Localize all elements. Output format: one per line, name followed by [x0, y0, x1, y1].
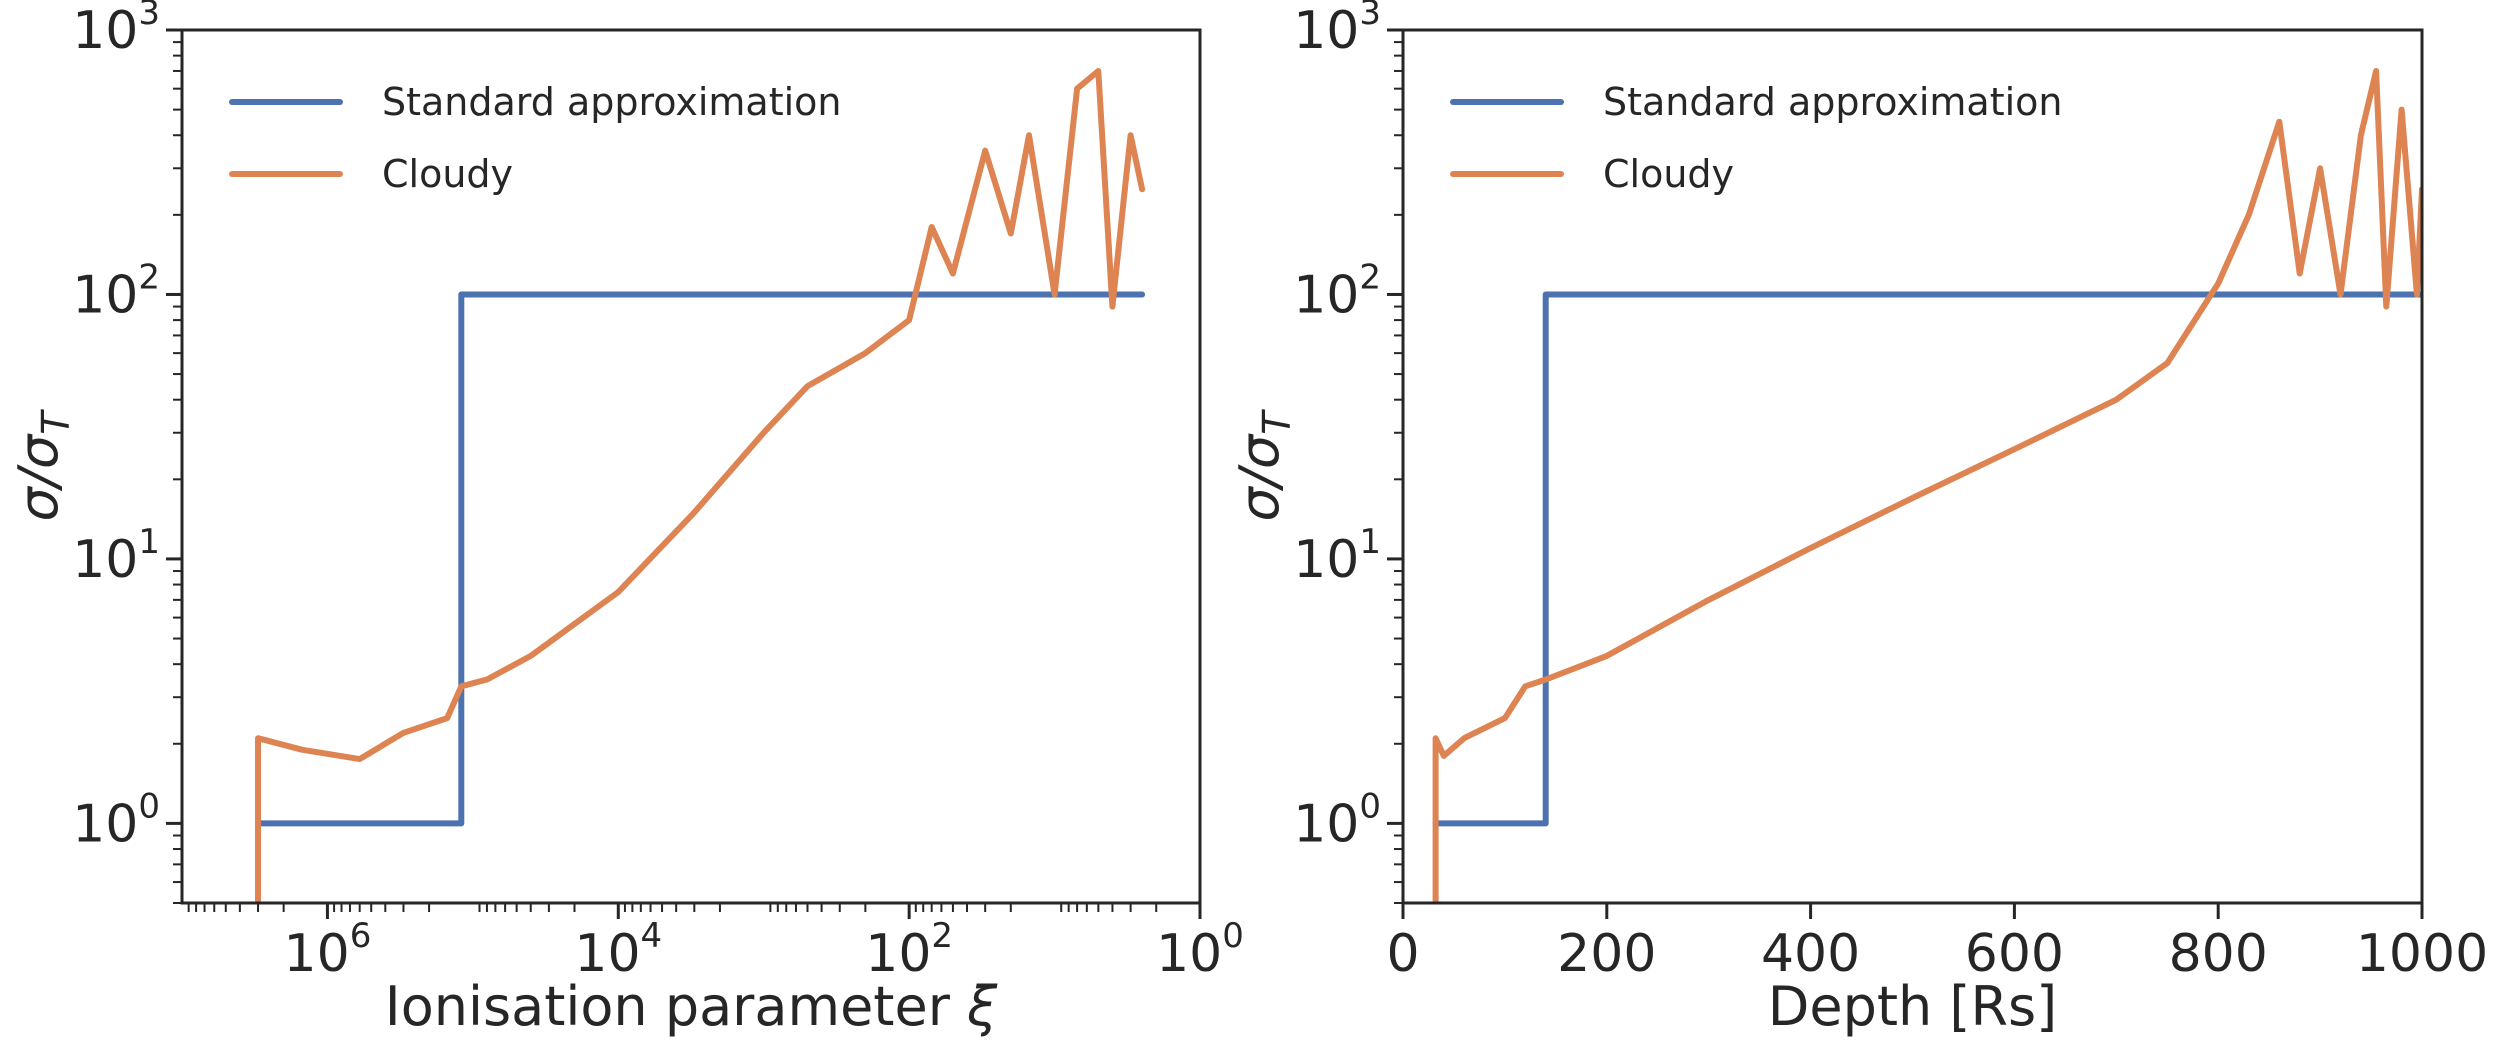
axes-frame	[1401, 28, 2424, 905]
chart-panel-depth: 100 101 102 103 0 200 400 600 800 1000 Depth [Rs] σ…	[1228, 0, 2488, 1038]
x-tick-label: 1000	[2356, 924, 2488, 984]
x-tick-label: 100	[1156, 916, 1244, 984]
x-tick-label: 106	[284, 916, 372, 984]
y-tick-label: 101	[1293, 522, 1381, 590]
y-axis-label: σ/σT	[7, 409, 78, 522]
series-line-standard-approximation	[255, 291, 1146, 827]
legend-label: Standard approximation	[1603, 80, 2063, 124]
x-axis-label: Ionisation parameter ξ	[385, 975, 998, 1038]
y-tick-label: 102	[72, 257, 160, 325]
y-tick-label: 102	[1293, 257, 1381, 325]
axes-frame	[180, 28, 1202, 905]
y-tick-label: 103	[72, 0, 160, 61]
series-line-cloudy	[255, 68, 1146, 903]
x-axis-label: Depth [Rs]	[1768, 975, 2057, 1038]
series-line-cloudy	[1432, 68, 2422, 903]
x-tick-label: 102	[865, 916, 953, 984]
x-tick-label: 400	[1761, 924, 1860, 984]
legend-label: Standard approximation	[382, 80, 842, 124]
y-tick-label: 100	[1293, 786, 1381, 854]
x-tick-label: 600	[1965, 924, 2064, 984]
legend-label: Cloudy	[1603, 152, 1734, 196]
x-tick-label: 0	[1386, 924, 1419, 984]
x-tick-label: 800	[2169, 924, 2268, 984]
series-line-standard-approximation	[1432, 291, 2422, 827]
y-tick-label: 103	[1293, 0, 1381, 61]
legend-label: Cloudy	[382, 152, 513, 196]
chart-panel-ionisation: 100 101 102 103 106 104 102 100 Ionisation param…	[7, 0, 1244, 1038]
x-tick-label: 104	[574, 916, 662, 984]
y-tick-label: 101	[72, 522, 160, 590]
x-tick-label: 200	[1557, 924, 1656, 984]
y-tick-label: 100	[72, 786, 160, 854]
y-axis-label: σ/σT	[1228, 409, 1299, 522]
